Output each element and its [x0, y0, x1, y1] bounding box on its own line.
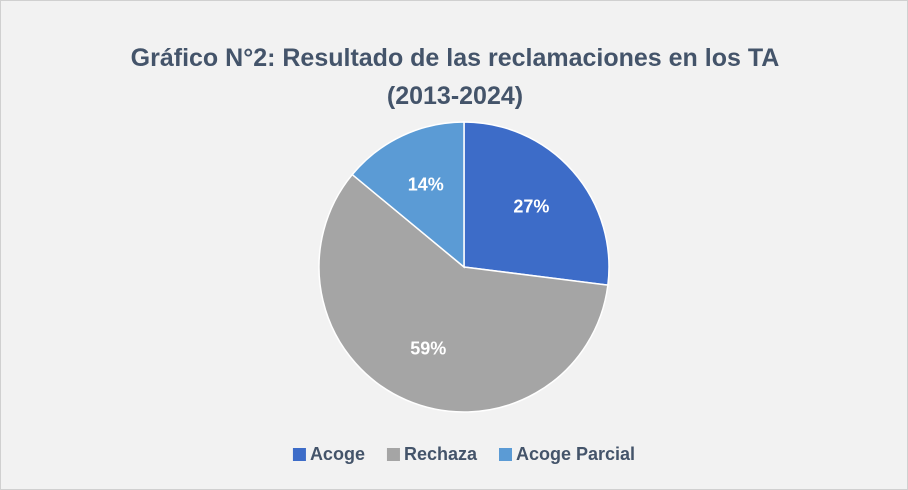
legend-label: Rechaza — [404, 444, 478, 464]
data-label: 27% — [513, 196, 549, 216]
pie-slice — [318, 173, 609, 413]
pie-slice — [463, 121, 610, 287]
chart-title: Gráfico N°2: Resultado de las reclamacio… — [130, 44, 780, 110]
pie-slice — [351, 121, 465, 269]
legend-swatch — [292, 448, 306, 461]
data-label: 14% — [408, 174, 444, 194]
legend-label: Acoge — [310, 444, 365, 464]
legend-swatch — [386, 448, 400, 461]
legend-label: Acoge Parcial — [516, 444, 635, 464]
data-label: 59% — [410, 338, 446, 358]
legend-swatch — [499, 448, 512, 461]
